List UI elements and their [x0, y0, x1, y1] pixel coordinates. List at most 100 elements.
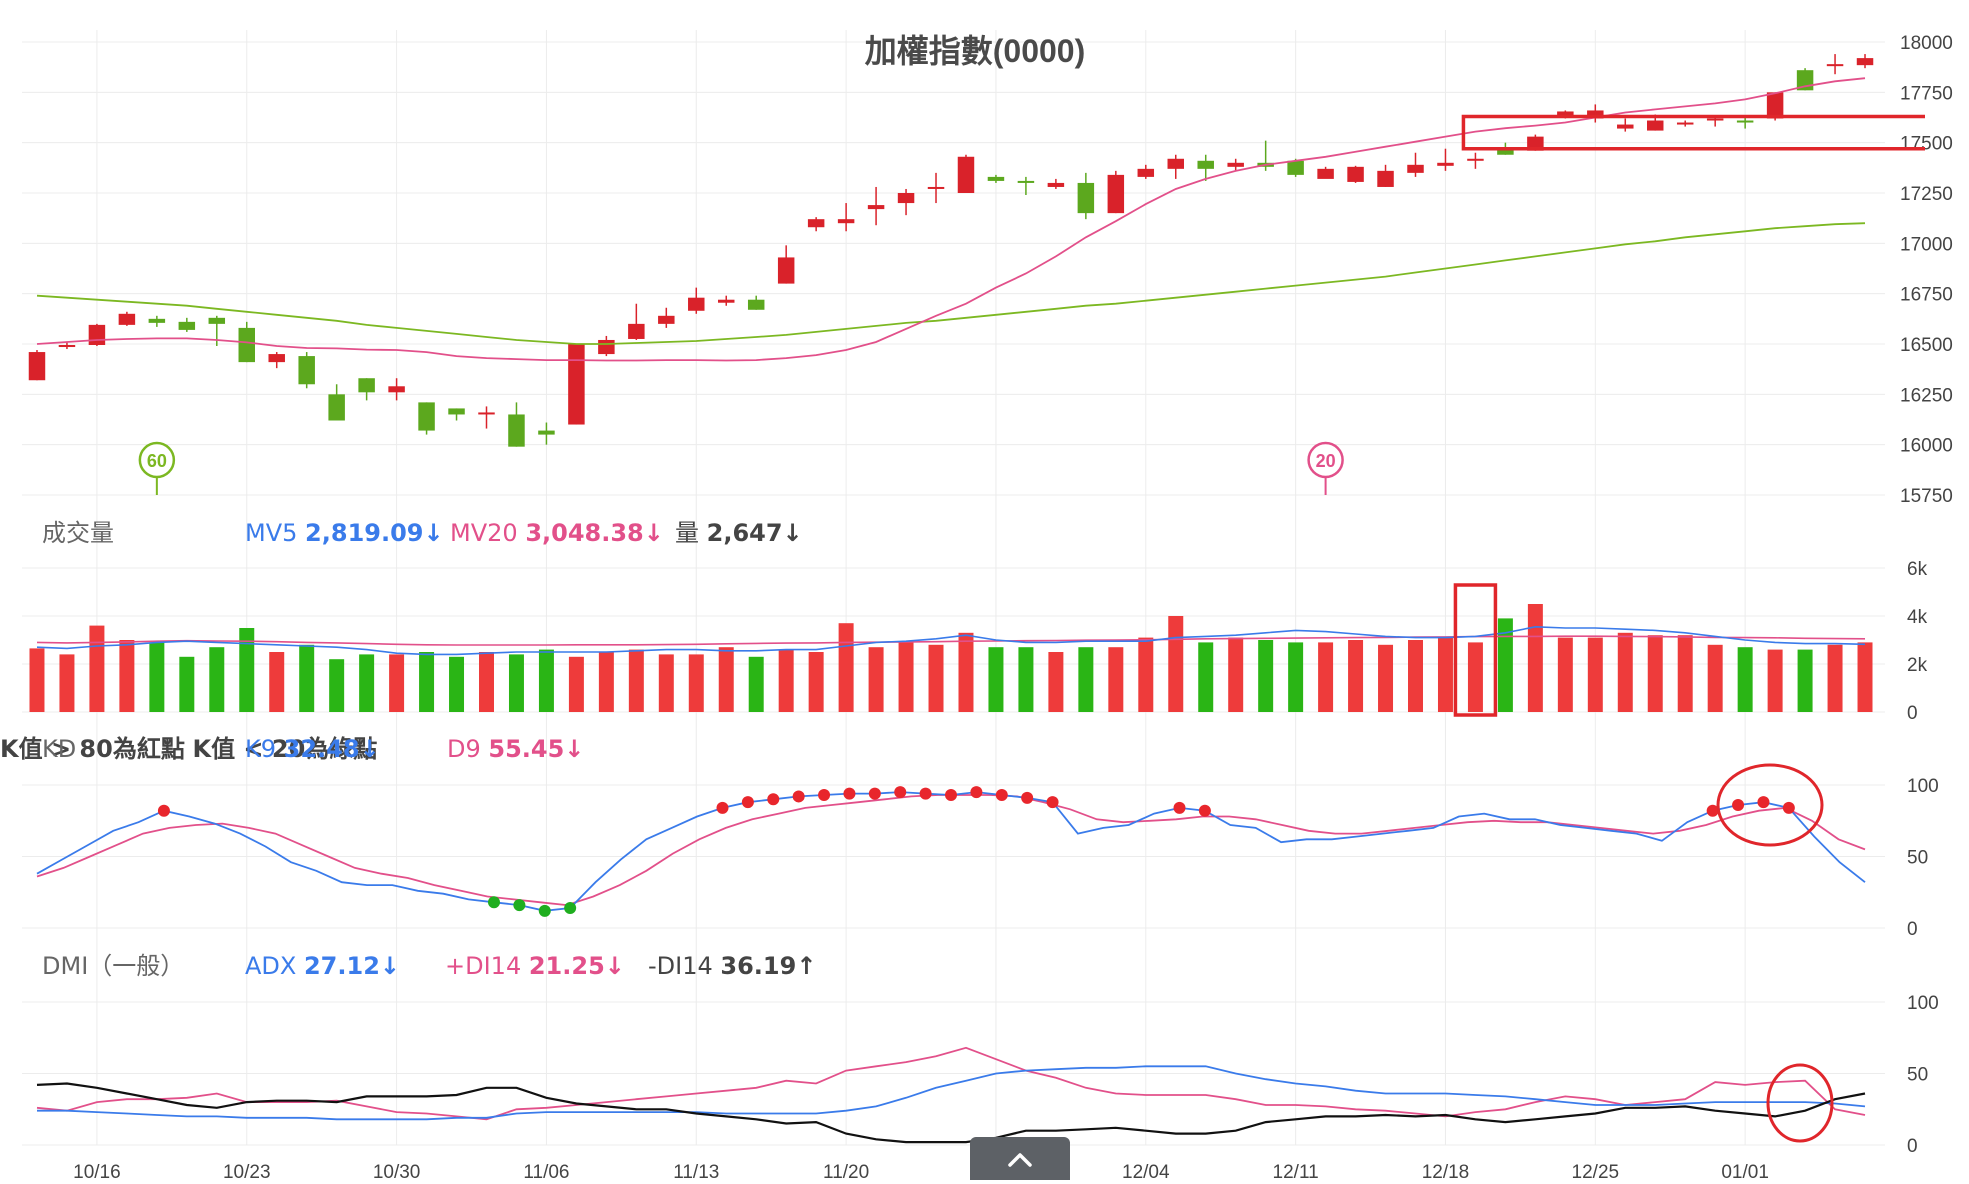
volume-bar: [898, 642, 914, 712]
kd-red-dot: [157, 804, 170, 817]
x-tick: 12/04: [1122, 1162, 1170, 1180]
volume-bar: [1827, 644, 1843, 712]
candle-body: [298, 356, 315, 385]
volume-tick: 4k: [1907, 607, 1928, 628]
volume-bar: [1108, 647, 1124, 712]
k-line: [36, 791, 1866, 912]
candle-body: [208, 317, 226, 324]
volume-bar: [1258, 640, 1274, 712]
kd-cross-circle: [1716, 763, 1824, 847]
candle-body: [1647, 120, 1664, 131]
kd-red-dot: [1046, 796, 1059, 809]
volume-tick: 6k: [1907, 559, 1928, 580]
candle-body: [1706, 118, 1724, 121]
kd-red-dot: [767, 793, 780, 806]
candle-body: [1676, 122, 1694, 125]
ma60-marker-label: 60: [147, 451, 167, 471]
kd-red-dot: [945, 789, 957, 802]
kd-red-dot: [1732, 799, 1745, 812]
mv20-legend: MV20 3,048.38↓: [450, 519, 664, 547]
volume-bar: [598, 652, 614, 712]
dmi-tick: 100: [1907, 993, 1939, 1014]
pdi-legend: +DI14 21.25↓: [445, 952, 625, 980]
candle-body: [1347, 166, 1364, 182]
volume-bar: [389, 654, 405, 712]
candle-body: [927, 186, 945, 189]
candle-body: [268, 354, 285, 363]
price-tick: 16750: [1900, 285, 1953, 306]
candle-body: [448, 408, 465, 415]
price-tick: 17250: [1900, 184, 1953, 205]
candle-body: [1856, 58, 1874, 66]
volume-bar: [419, 652, 435, 712]
chart-title: 加權指數(0000): [865, 33, 1086, 69]
candle-body: [1437, 162, 1454, 166]
volume-bar: [29, 648, 45, 712]
candle-body: [837, 219, 855, 224]
volume-bar: [928, 644, 944, 712]
volume-bar: [1737, 647, 1753, 712]
ma60-line: [36, 222, 1866, 345]
candle-body: [568, 344, 585, 425]
candle-body: [238, 327, 255, 363]
volume-bar: [538, 649, 554, 712]
volume-highlight-box: [1453, 583, 1498, 717]
candle-body: [747, 299, 765, 310]
x-tick: 10/16: [73, 1162, 121, 1180]
x-tick: 10/30: [373, 1162, 421, 1180]
volume-bar: [269, 652, 285, 712]
candle-body: [1197, 160, 1214, 169]
dmi-panel: [36, 1046, 1866, 1144]
volume-bar: [1348, 640, 1364, 712]
mdi-legend: -DI14 36.19↑: [648, 952, 817, 980]
candle-body: [1557, 111, 1574, 117]
price-range-highlight: [1461, 114, 1925, 151]
volume-bar: [1318, 642, 1334, 712]
scroll-up-button[interactable]: [970, 1137, 1070, 1180]
candle-body: [1407, 164, 1424, 173]
candle-body: [957, 156, 975, 193]
dmi-title: DMI（一般）: [42, 952, 185, 980]
candle-body: [1736, 120, 1754, 123]
kd-red-dot: [995, 789, 1008, 802]
volume-panel: [29, 604, 1873, 712]
x-tick: 10/23: [223, 1162, 271, 1180]
volume-bar: [1288, 642, 1304, 712]
candle-body: [1137, 168, 1155, 177]
volume-mv5-line: [36, 625, 1866, 656]
annotations: [1453, 114, 1925, 1143]
candle-body: [1107, 174, 1125, 214]
volume-bar: [1587, 637, 1603, 712]
volume-bar: [568, 656, 584, 712]
volume-bar: [1138, 637, 1154, 712]
volume-value-legend: 量 2,647↓: [675, 519, 803, 547]
candle-body: [328, 394, 345, 421]
x-axis-labels: 10/1610/2310/3011/0611/1311/2011/2712/04…: [73, 1162, 1769, 1180]
kd-title: KD: [42, 735, 77, 763]
candle-body: [1497, 148, 1514, 155]
ma20-marker-label: 20: [1316, 451, 1336, 471]
price-tick: 16500: [1900, 335, 1953, 356]
price-tick: 17000: [1900, 234, 1953, 255]
kd-red-dot: [1173, 801, 1186, 814]
volume-tick: 0: [1907, 703, 1918, 724]
volume-bar: [359, 654, 375, 712]
volume-bar: [1048, 652, 1064, 712]
mdi-line: [36, 1082, 1866, 1144]
volume-title: 成交量: [42, 519, 114, 547]
kd-green-dot: [538, 904, 551, 917]
kd-green-dot: [564, 901, 577, 914]
volume-bar: [149, 642, 165, 712]
kd-legend: KD K9 32.48↓ D9 55.45↓ K值 > 80為紅點 K值 < 2…: [0, 729, 1969, 769]
candle-body: [1617, 124, 1634, 129]
adx-legend: ADX 27.12↓: [245, 952, 401, 980]
volume-bar: [658, 654, 674, 712]
candle-body: [598, 339, 615, 355]
candle-body: [658, 315, 675, 324]
volume-bar: [179, 656, 195, 712]
candle-body: [178, 321, 196, 330]
mv5-legend: MV5 2,819.09↓: [245, 519, 444, 547]
candle-body: [508, 414, 525, 447]
volume-bar: [508, 654, 524, 712]
d-line: [36, 794, 1866, 907]
